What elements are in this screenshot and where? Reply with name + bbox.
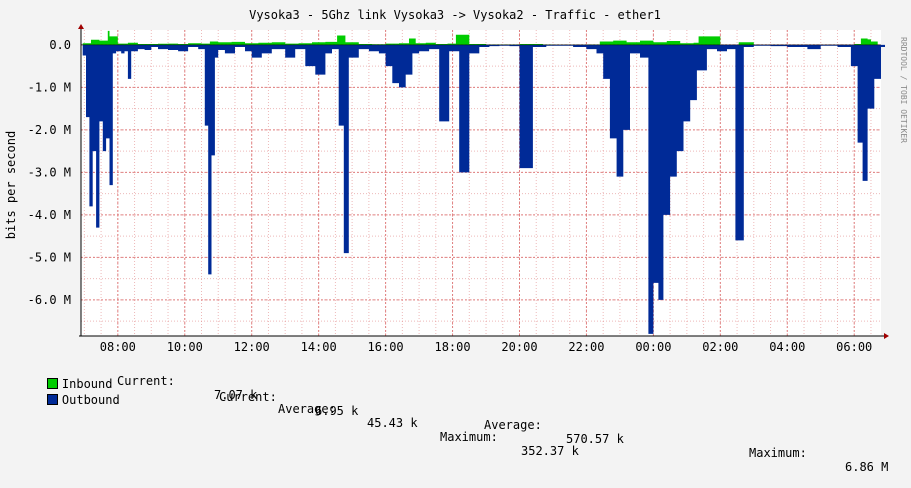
- x-tick-label: 12:00: [234, 340, 270, 354]
- x-tick-label: 16:00: [368, 340, 404, 354]
- outbound-average-value: 570.57 k: [566, 432, 624, 446]
- series-areas: [82, 30, 885, 334]
- x-tick-label: 22:00: [568, 340, 604, 354]
- inbound-current-value: 7.07 k: [214, 388, 258, 402]
- outbound-average-label: Average:: [484, 418, 542, 432]
- x-tick-label: 02:00: [702, 340, 738, 354]
- outbound-maximum-label: Maximum:: [749, 446, 807, 460]
- inbound-maximum-label: Maximum:: [440, 430, 498, 444]
- inbound-current-label: Current:: [117, 374, 175, 388]
- chart-title: Vysoka3 - 5Ghz link Vysoka3 -> Vysoka2 -…: [249, 8, 661, 22]
- legend-inbound-name: Inbound: [61, 377, 113, 391]
- y-tick-label: -4.0 M: [28, 208, 71, 222]
- x-tick-label: 06:00: [836, 340, 872, 354]
- legend-outbound-stats: Current: 6.95 k Average: 570.57 k Maximu…: [0, 376, 888, 488]
- y-axis-arrow: [78, 24, 84, 29]
- x-tick-label: 14:00: [301, 340, 337, 354]
- x-tick-label: 18:00: [434, 340, 470, 354]
- x-tick-label: 08:00: [100, 340, 136, 354]
- x-tick-label: 10:00: [167, 340, 203, 354]
- y-tick-label: -3.0 M: [28, 165, 71, 179]
- outbound-current-label: Current:: [219, 390, 277, 404]
- y-tick-label: -5.0 M: [28, 250, 71, 264]
- legend-outbound-row: Outbound: [18, 376, 120, 424]
- x-tick-label: 04:00: [769, 340, 805, 354]
- legend-outbound-name: Outbound: [61, 393, 120, 407]
- tick-labels: 0.0 -1.0 M -2.0 M -3.0 M -4.0 M -5.0 M -6.0 M 0…: [28, 38, 873, 354]
- inbound-average-value: 45.43 k: [367, 416, 418, 430]
- y-tick-label: 0.0: [49, 38, 71, 52]
- legend-inbound-row: Inbound: [18, 360, 112, 408]
- y-tick-label: -1.0 M: [28, 80, 71, 94]
- x-axis-arrow: [884, 333, 889, 339]
- plot-area: [81, 30, 881, 336]
- rrdtool-watermark: RRDTOOL / TOBI OETIKER: [899, 37, 908, 143]
- outbound-maximum-value: 6.86 M: [845, 460, 889, 474]
- traffic-graph: 0.0 -1.0 M -2.0 M -3.0 M -4.0 M -5.0 M -6.0 M 0…: [4, 8, 908, 474]
- x-tick-label: 20:00: [501, 340, 537, 354]
- y-axis-label: bits per second: [4, 131, 18, 239]
- y-tick-label: -2.0 M: [28, 123, 71, 137]
- outbound-current-value: 6.95 k: [315, 404, 359, 418]
- outbound-area: [82, 44, 885, 334]
- inbound-maximum-value: 352.37 k: [521, 444, 579, 458]
- x-tick-label: 00:00: [635, 340, 671, 354]
- traffic-chart: 0.0 -1.0 M -2.0 M -3.0 M -4.0 M -5.0 M -6.0 M 0…: [4, 8, 908, 354]
- inbound-swatch: [46, 378, 58, 389]
- y-tick-label: -6.0 M: [28, 293, 71, 307]
- axes: [78, 24, 889, 339]
